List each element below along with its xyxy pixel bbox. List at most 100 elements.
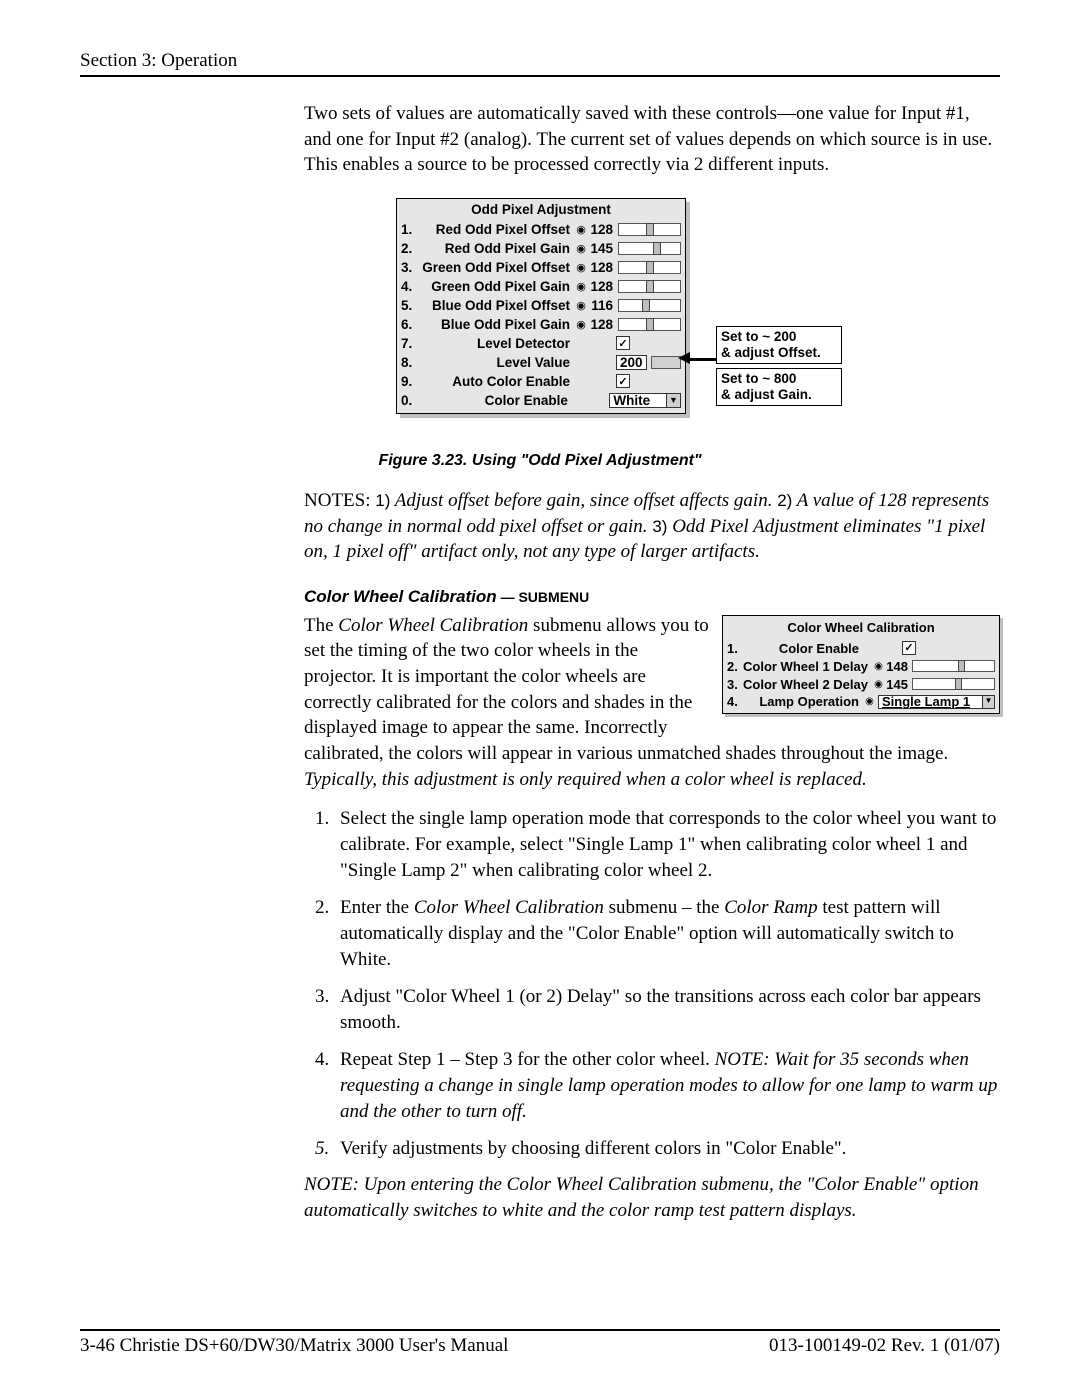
- row-label: Blue Odd Pixel Gain: [419, 317, 574, 332]
- row-value: 145: [885, 676, 911, 694]
- page-footer: 3-46 Christie DS+60/DW30/Matrix 3000 Use…: [80, 1329, 1000, 1357]
- row-value: 128: [588, 317, 616, 332]
- row-value: 116: [588, 298, 616, 313]
- color-enable-value: White: [613, 393, 650, 408]
- level-detector-checkbox[interactable]: ✓: [616, 336, 630, 350]
- cwc-tag: — SUBMENU: [497, 589, 590, 605]
- step2-b: submenu – the: [604, 897, 724, 918]
- auto-color-checkbox[interactable]: ✓: [616, 374, 630, 388]
- row-num: 5.: [401, 298, 419, 313]
- row-label: Lamp Operation: [743, 693, 863, 711]
- notes-paragraph: NOTES: 1) Adjust offset before gain, sin…: [304, 488, 1000, 565]
- slider-thumb[interactable]: [955, 678, 962, 690]
- slider-thumb[interactable]: [646, 280, 654, 293]
- opa-slider[interactable]: [618, 261, 681, 274]
- row-value: 148: [885, 658, 911, 676]
- section-label: Section 3: Operation: [80, 50, 237, 71]
- opa-slider[interactable]: [618, 242, 681, 255]
- dial-icon: ◉: [574, 318, 588, 331]
- slider-thumb[interactable]: [642, 299, 650, 312]
- slider-thumb[interactable]: [653, 242, 661, 255]
- cwc-delay2-slider[interactable]: [912, 678, 995, 690]
- color-enable-dropdown[interactable]: White ▼: [609, 393, 681, 408]
- cwc-lamp-row: 4. Lamp Operation ◉ Single Lamp 1 ▼: [723, 693, 999, 713]
- dial-icon: ◉: [872, 678, 885, 692]
- row-num: 1.: [727, 640, 743, 658]
- step-3: Adjust "Color Wheel 1 (or 2) Delay" so t…: [334, 984, 1000, 1035]
- page-number: 3-46: [80, 1335, 115, 1356]
- level-value-bar: [651, 356, 681, 369]
- row-num: 0.: [401, 393, 417, 408]
- opa-slider-row: 5.Blue Odd Pixel Offset◉116: [397, 296, 685, 315]
- dial-icon: ◉: [574, 223, 588, 236]
- row-label: Green Odd Pixel Gain: [419, 279, 574, 294]
- intro-paragraph: Two sets of values are automatically sav…: [304, 101, 1000, 178]
- row-label: Color Wheel 2 Delay: [743, 676, 872, 694]
- opa-slider[interactable]: [618, 223, 681, 236]
- row-num: 9.: [401, 374, 419, 389]
- figure-caption: Figure 3.23. Using "Odd Pixel Adjustment…: [80, 452, 1000, 470]
- row-num: 4.: [727, 693, 743, 711]
- opa-slider[interactable]: [618, 280, 681, 293]
- opa-slider-row: 2.Red Odd Pixel Gain◉145: [397, 239, 685, 258]
- step-2: Enter the Color Wheel Calibration submen…: [334, 895, 1000, 972]
- cwc-subheading: Color Wheel Calibration — SUBMENU: [304, 587, 1000, 607]
- opa-slider[interactable]: [618, 318, 681, 331]
- section-header: Section 3: Operation: [80, 50, 1000, 77]
- note-2: NOTE: Upon entering the Color Wheel Cali…: [304, 1172, 1000, 1223]
- opa-slider-row: 1.Red Odd Pixel Offset◉128: [397, 220, 685, 239]
- row-value: 128: [588, 222, 616, 237]
- dial-icon: ◉: [574, 280, 588, 293]
- cwc-para-em: Color Wheel Calibration: [338, 615, 528, 636]
- step-1: Select the single lamp operation mode th…: [334, 806, 1000, 883]
- step5-text: Verify adjustments by choosing different…: [340, 1138, 846, 1159]
- opa-auto-color-row: 9. Auto Color Enable ✓: [397, 372, 685, 391]
- row-label: Green Odd Pixel Offset: [419, 260, 574, 275]
- cwc-body: Color Wheel Calibration 1. Color Enable …: [304, 613, 1000, 792]
- note-num-3: 3): [652, 517, 667, 536]
- slider-thumb[interactable]: [646, 223, 654, 236]
- row-value: 128: [588, 279, 616, 294]
- level-value-input[interactable]: 200: [616, 355, 647, 370]
- row-label: Auto Color Enable: [419, 374, 574, 389]
- opa-annot-offset: Set to ~ 200& adjust Offset.: [716, 326, 842, 364]
- row-label: Level Detector: [419, 336, 574, 351]
- step2-em1: Color Wheel Calibration: [414, 897, 604, 918]
- opa-slider[interactable]: [618, 299, 681, 312]
- cwc-delay1-row: 2. Color Wheel 1 Delay ◉ 148: [723, 657, 999, 675]
- cwc-para-c: Typically, this adjustment is only requi…: [304, 769, 867, 790]
- opa-slider-row: 6.Blue Odd Pixel Gain◉128: [397, 315, 685, 334]
- dial-icon: ◉: [872, 660, 885, 674]
- opa-title: Odd Pixel Adjustment: [397, 199, 685, 220]
- cwc-para-a: The: [304, 615, 338, 636]
- row-label: Red Odd Pixel Offset: [419, 222, 574, 237]
- row-label: Red Odd Pixel Gain: [419, 241, 574, 256]
- step-5: Verify adjustments by choosing different…: [334, 1136, 1000, 1162]
- steps-list: Select the single lamp operation mode th…: [304, 806, 1000, 1162]
- cwc-enable-row: 1. Color Enable ✓: [723, 639, 999, 657]
- row-label: Color Enable: [743, 640, 863, 658]
- row-num: 6.: [401, 317, 419, 332]
- note-text-1: Adjust offset before gain, since offset …: [390, 490, 777, 511]
- slider-thumb[interactable]: [646, 318, 654, 331]
- row-value: 145: [588, 241, 616, 256]
- step4-a: Repeat Step 1 – Step 3 for the other col…: [340, 1049, 715, 1070]
- chevron-down-icon: ▼: [982, 696, 994, 708]
- opa-level-detector-row: 7. Level Detector ✓: [397, 334, 685, 353]
- opa-level-value-row: 8. Level Value 200: [397, 353, 685, 372]
- lamp-operation-dropdown[interactable]: Single Lamp 1 ▼: [878, 695, 995, 709]
- row-num: 8.: [401, 355, 419, 370]
- lamp-operation-value: Single Lamp 1: [882, 693, 970, 711]
- row-value: 128: [588, 260, 616, 275]
- row-label: Level Value: [419, 355, 574, 370]
- cwc-delay2-row: 3. Color Wheel 2 Delay ◉ 145: [723, 675, 999, 693]
- row-num: 3.: [401, 260, 419, 275]
- cwc-delay1-slider[interactable]: [912, 660, 995, 672]
- row-num: 4.: [401, 279, 419, 294]
- cwc-color-enable-checkbox[interactable]: ✓: [902, 641, 916, 655]
- slider-thumb[interactable]: [958, 660, 965, 672]
- opa-panel: Odd Pixel Adjustment 1.Red Odd Pixel Off…: [396, 198, 686, 414]
- footer-left: 3-46 Christie DS+60/DW30/Matrix 3000 Use…: [80, 1335, 508, 1357]
- slider-thumb[interactable]: [646, 261, 654, 274]
- manual-title: Christie DS+60/DW30/Matrix 3000 User's M…: [115, 1335, 509, 1356]
